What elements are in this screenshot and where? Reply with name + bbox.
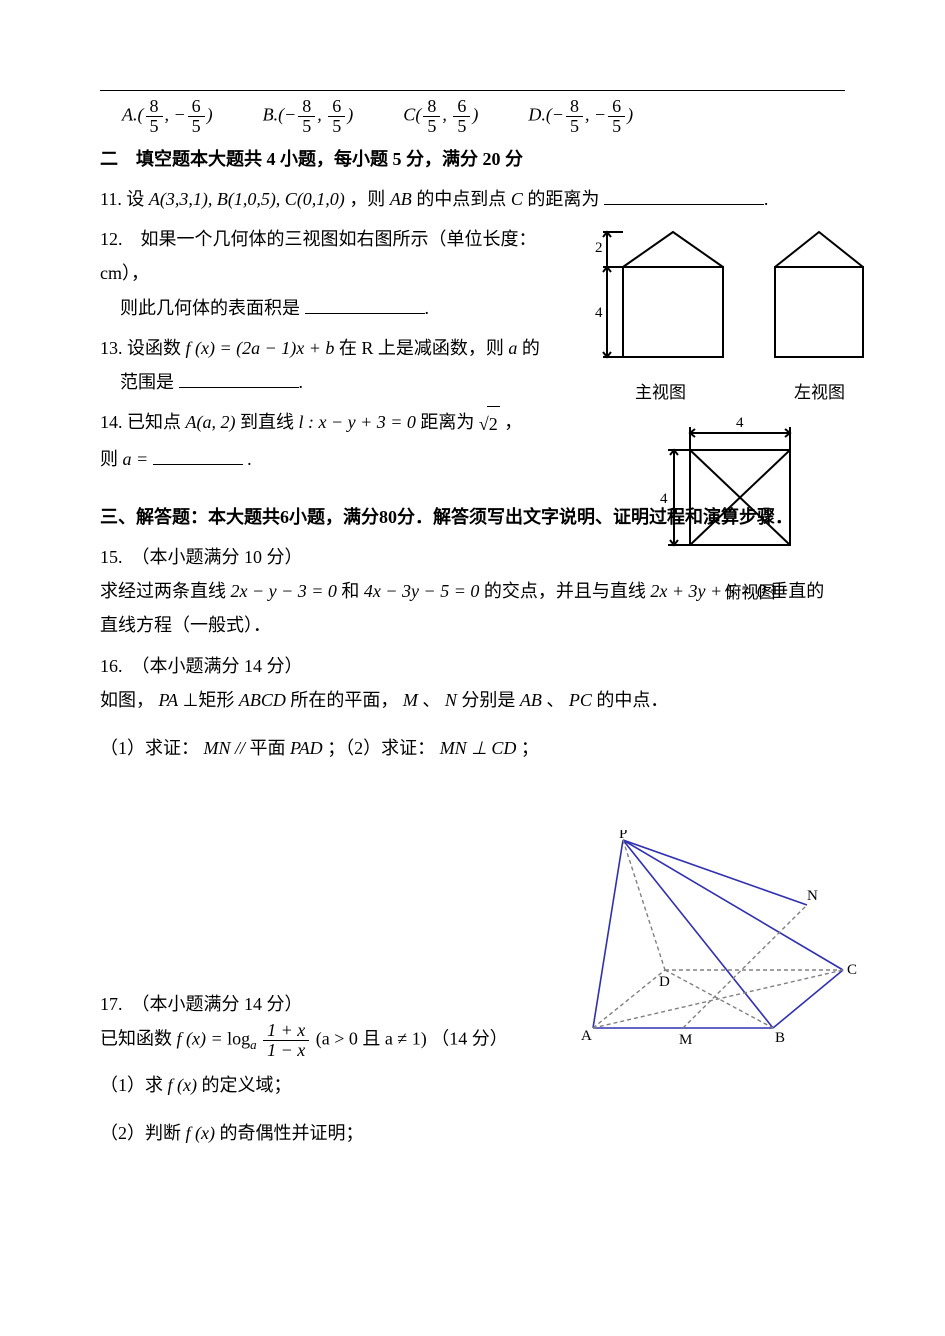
q14-line-eq: l : x − y + 3 = 0	[298, 412, 415, 432]
svg-text:A: A	[581, 1028, 592, 1044]
svg-text:D: D	[659, 974, 670, 990]
svg-text:B: B	[775, 1030, 785, 1046]
q13: 13. 设函数 f (x) = (2a − 1)x + b 在 R 上是减函数，…	[100, 331, 570, 399]
option-b: B.(−85, 65)	[263, 97, 354, 136]
option-c: C(85, 65)	[403, 97, 478, 136]
q12-blank	[305, 295, 425, 314]
q12: 12. 如果一个几何体的三视图如右图所示（单位长度：cm）， 则此几何体的表面积…	[100, 222, 570, 325]
svg-text:P: P	[619, 830, 627, 842]
front-view-label: 主视图	[635, 377, 686, 409]
side-view	[765, 212, 875, 377]
svg-text:N: N	[807, 888, 818, 904]
front-view: 4 2	[595, 212, 735, 377]
q14-blank	[153, 446, 243, 465]
top-view-label: 俯视图	[595, 577, 875, 609]
q13-func: f (x) = (2a − 1)x + b	[186, 338, 335, 358]
pyramid-figure: P A B C D M N	[575, 830, 865, 1050]
svg-text:4: 4	[736, 415, 744, 431]
svg-text:4: 4	[660, 491, 668, 507]
q16: 16. （本小题满分 14 分） 如图， PA ⊥矩形 ABCD 所在的平面， …	[100, 649, 845, 766]
q13-line2: 范围是	[120, 372, 174, 392]
q12-line1: 12. 如果一个几何体的三视图如右图所示（单位长度：cm），	[100, 222, 570, 290]
top-view: 4 4	[660, 415, 810, 565]
q14: 14. 已知点 A(a, 2) 到直线 l : x − y + 3 = 0 距离…	[100, 405, 570, 476]
q11-pre: 11. 设	[100, 189, 149, 209]
svg-text:4: 4	[595, 305, 603, 321]
top-rule	[100, 90, 845, 91]
q15-line2: 直线方程（一般式）．	[100, 608, 845, 642]
answer-options: A.(85, −65) B.(−85, 65) C(85, 65) D.(−85…	[100, 97, 845, 136]
section-2-title: 二 填空题本大题共 4 小题，每小题 5 分，满分 20 分	[100, 142, 845, 176]
q13-blank	[179, 369, 299, 388]
svg-text:2: 2	[595, 240, 603, 256]
option-a: A.(85, −65)	[122, 97, 213, 136]
q16-head: 16. （本小题满分 14 分）	[100, 649, 845, 683]
option-d: D.(−85, −65)	[528, 97, 633, 136]
q12-line2: 则此几何体的表面积是	[120, 298, 300, 318]
svg-text:C: C	[847, 962, 857, 978]
q14-point: A(a, 2)	[186, 412, 236, 432]
svg-text:M: M	[679, 1032, 692, 1048]
q11-points: A(3,3,1), B(1,0,5), C(0,1,0)	[149, 189, 345, 209]
three-view-figure: 4 2 主视图 左视图	[595, 212, 875, 609]
q11-blank	[604, 186, 764, 205]
side-view-label: 左视图	[794, 377, 845, 409]
